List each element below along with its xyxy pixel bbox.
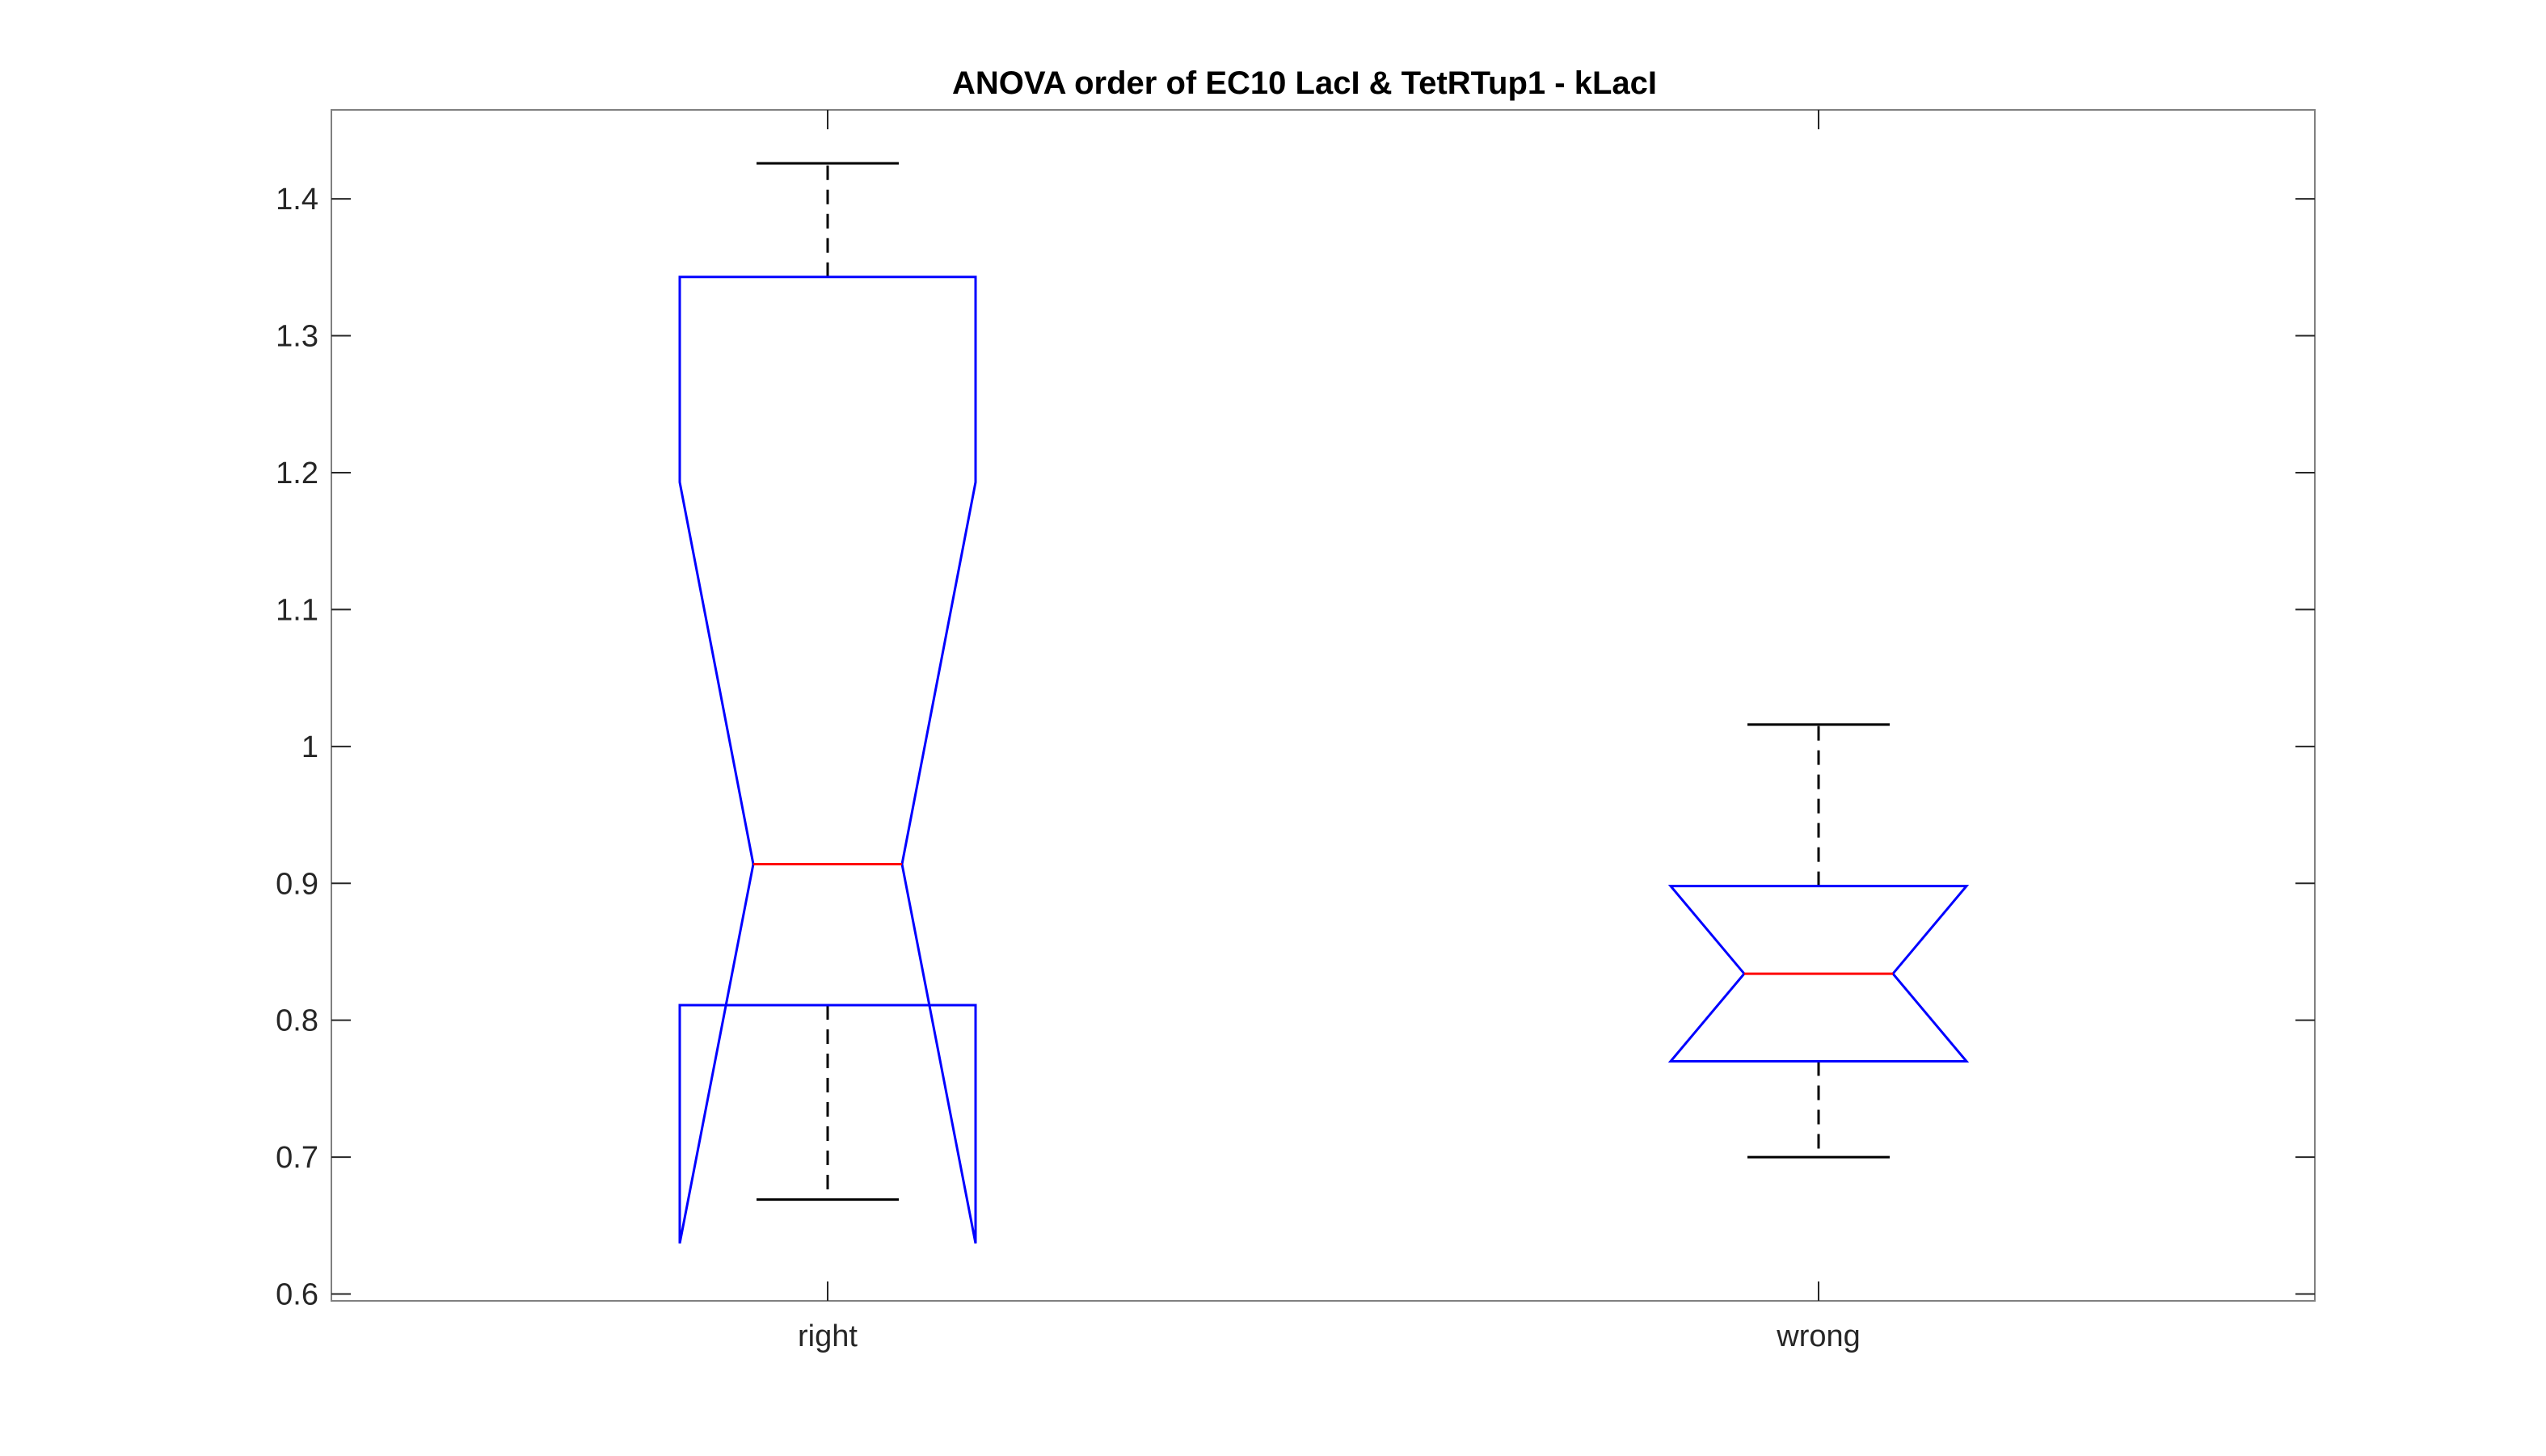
y-tick-label: 1.3 xyxy=(276,320,318,354)
y-tick-label: 0.8 xyxy=(276,1004,318,1038)
y-tick-label: 1.1 xyxy=(276,593,318,627)
y-tick-label: 1 xyxy=(301,730,318,764)
axes-frame xyxy=(331,109,2316,1302)
y-tick-label: 1.2 xyxy=(276,457,318,490)
plot-area: 0.6 0.7 0.8 0.9 1 1.1 1.2 1.3 1.4 right wrong xyxy=(276,109,2316,1353)
y-tick-label: 1.4 xyxy=(276,183,318,217)
chart-title: ANOVA order of EC10 LacI & TetRTup1 - kL… xyxy=(952,65,1657,101)
box-right xyxy=(678,276,977,1244)
y-tick-label: 0.6 xyxy=(276,1278,318,1312)
x-tick-label: wrong xyxy=(1776,1319,1861,1353)
y-tick-label: 0.9 xyxy=(276,867,318,901)
y-tick-label: 0.7 xyxy=(276,1141,318,1175)
x-tick-label: right xyxy=(798,1319,858,1353)
